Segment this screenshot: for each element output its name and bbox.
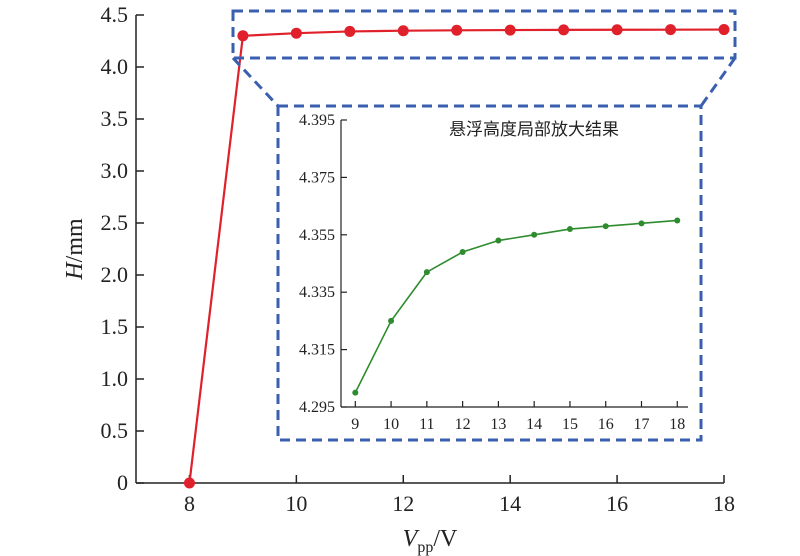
main-y-axis-title: H/mm bbox=[62, 218, 88, 281]
main-y-ticks: 0 0.5 1.0 1.5 2.0 2.5 3.0 3.5 4.0 4.5 bbox=[101, 2, 144, 495]
inset-data-point bbox=[388, 317, 395, 324]
x-title-sub: pp bbox=[417, 539, 433, 556]
main-data-point bbox=[611, 24, 623, 36]
main-y-tick-label: 3.5 bbox=[101, 106, 129, 131]
x-title-unit: /V bbox=[433, 526, 458, 552]
main-chart: 8 10 12 14 16 18 0 0.5 1.0 1.5 2.0 2.5 3.0 3.5 4.0 4.5… bbox=[62, 2, 735, 556]
inset-data-point bbox=[531, 231, 538, 238]
main-x-ticks: 8 10 12 14 16 18 bbox=[184, 475, 735, 516]
zoom-box bbox=[231, 9, 737, 60]
inset-y-tick-label: 4.355 bbox=[299, 227, 335, 244]
main-data-point bbox=[451, 24, 463, 36]
x-title-main: V bbox=[403, 526, 420, 552]
main-y-tick-label: 0.5 bbox=[101, 418, 129, 443]
main-y-tick-label: 3.0 bbox=[101, 158, 129, 183]
inset-title: 悬浮高度局部放大结果 bbox=[449, 120, 619, 140]
inset-x-tick-label: 18 bbox=[669, 416, 685, 433]
main-series-points bbox=[183, 24, 730, 489]
main-data-point bbox=[344, 25, 356, 37]
inset-series-points bbox=[352, 217, 681, 396]
inset-data-point bbox=[566, 226, 573, 233]
inset-y-ticks: 4.295 4.315 4.335 4.355 4.375 4.395 bbox=[299, 112, 347, 416]
main-data-point bbox=[504, 24, 516, 36]
main-y-tick-label: 1.0 bbox=[101, 366, 129, 391]
inset-y-tick-label: 4.375 bbox=[299, 169, 335, 186]
inset-data-point bbox=[638, 220, 645, 227]
inset-chart: 9 10 11 12 13 14 15 16 17 18 4.295 4.315 4.335 4.355… bbox=[299, 112, 688, 433]
main-y-tick-label: 0 bbox=[117, 470, 128, 495]
zoom-connector-left bbox=[231, 56, 280, 108]
inset-frame bbox=[276, 104, 703, 442]
main-y-tick-label: 1.5 bbox=[101, 314, 129, 339]
main-data-point bbox=[397, 25, 409, 37]
main-data-point bbox=[665, 24, 677, 36]
inset-x-tick-label: 14 bbox=[526, 416, 542, 433]
main-x-tick-label: 12 bbox=[392, 491, 414, 516]
inset-data-point bbox=[459, 249, 466, 256]
inset-y-tick-label: 4.315 bbox=[299, 342, 335, 359]
inset-y-tick-label: 4.335 bbox=[299, 284, 335, 301]
inset-x-tick-label: 11 bbox=[419, 416, 434, 433]
main-data-point bbox=[290, 27, 302, 39]
main-y-tick-label: 4.0 bbox=[101, 54, 129, 79]
inset-x-tick-label: 15 bbox=[562, 416, 578, 433]
inset-y-tick-label: 4.295 bbox=[299, 399, 335, 416]
y-title-main: H bbox=[62, 261, 88, 281]
inset-x-tick-label: 17 bbox=[633, 416, 649, 433]
main-y-tick-label: 4.5 bbox=[101, 2, 129, 27]
main-x-tick-label: 14 bbox=[499, 491, 521, 516]
main-data-point bbox=[558, 24, 570, 36]
main-x-tick-label: 16 bbox=[606, 491, 628, 516]
inset-x-tick-label: 9 bbox=[351, 416, 359, 433]
main-x-tick-label: 18 bbox=[713, 491, 735, 516]
inset-data-point bbox=[423, 269, 430, 276]
inset-y-tick-label: 4.395 bbox=[299, 112, 335, 129]
inset-x-ticks: 9 10 11 12 13 14 15 16 17 18 bbox=[351, 401, 685, 433]
y-title-unit: /mm bbox=[62, 218, 88, 262]
main-y-tick-label: 2.5 bbox=[101, 210, 129, 235]
main-x-tick-label: 10 bbox=[285, 491, 307, 516]
main-x-axis-title: Vpp/V bbox=[403, 526, 458, 556]
inset-series-line bbox=[354, 219, 678, 394]
inset-data-point bbox=[352, 389, 359, 396]
zoom-indicator bbox=[231, 9, 737, 442]
inset-data-point bbox=[602, 223, 609, 230]
main-y-tick-label: 2.0 bbox=[101, 262, 129, 287]
inset-data-point bbox=[495, 237, 502, 244]
inset-x-tick-label: 16 bbox=[598, 416, 614, 433]
main-x-tick-label: 8 bbox=[184, 491, 195, 516]
inset-x-tick-label: 10 bbox=[383, 416, 399, 433]
main-data-point bbox=[718, 24, 730, 36]
inset-x-tick-label: 13 bbox=[490, 416, 506, 433]
main-data-point bbox=[237, 30, 249, 42]
inset-data-point bbox=[674, 217, 681, 224]
main-data-point bbox=[183, 477, 195, 489]
zoom-connector-right bbox=[699, 57, 737, 107]
inset-x-tick-label: 12 bbox=[455, 416, 471, 433]
